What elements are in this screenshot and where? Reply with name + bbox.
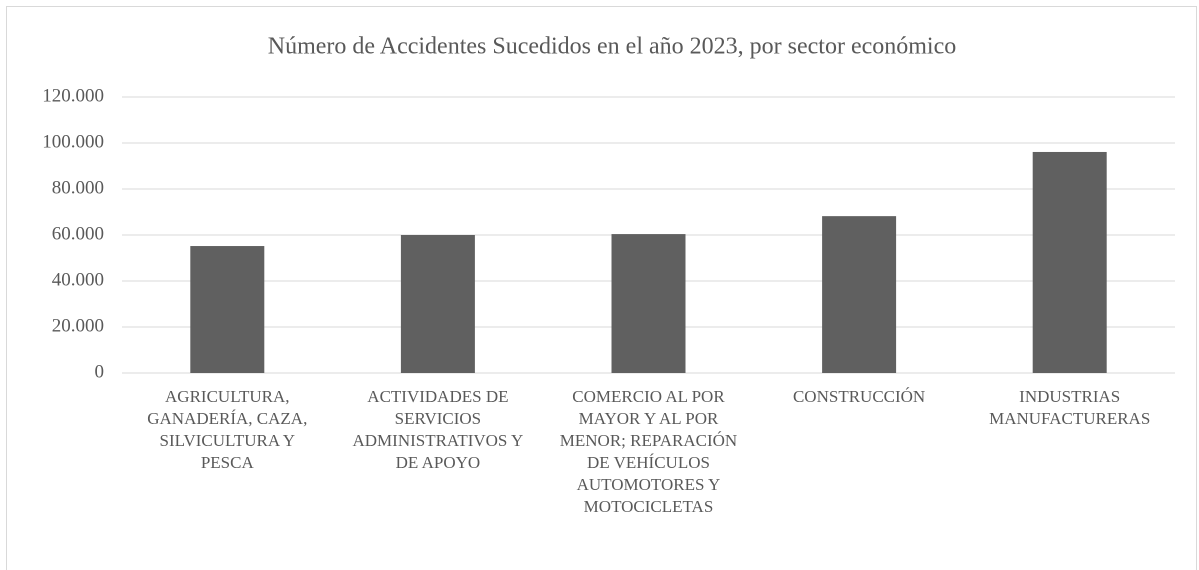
bar [822, 216, 897, 373]
y-tick-label: 40.000 [52, 269, 104, 290]
bar [190, 246, 265, 373]
x-tick-label: CONSTRUCCIÓN [792, 387, 926, 406]
x-tick-label: INDUSTRIAS MANUFACTURERAS [989, 387, 1151, 428]
x-tick-label: ACTIVIDADES DE SERVICIOS ADMINISTRATIVOS… [352, 387, 524, 472]
chart-border [6, 6, 1197, 570]
y-tick-label: 60.000 [52, 223, 104, 244]
bar [1032, 151, 1107, 373]
x-tick-label: COMERCIO AL POR MAYOR Y AL POR MENOR; RE… [559, 387, 738, 516]
y-tick-label: 80.000 [52, 177, 104, 198]
bar [400, 235, 475, 373]
chart-title: Número de Accidentes Sucedidos en el año… [268, 34, 956, 60]
y-tick-label: 20.000 [52, 315, 104, 336]
bar [611, 234, 686, 373]
y-tick-label: 0 [95, 361, 105, 382]
y-tick-label: 100.000 [42, 131, 104, 152]
y-tick-label: 120.000 [42, 85, 104, 106]
x-tick-label: AGRICULTURA, GANADERÍA, CAZA, SILVICULTU… [147, 387, 308, 472]
